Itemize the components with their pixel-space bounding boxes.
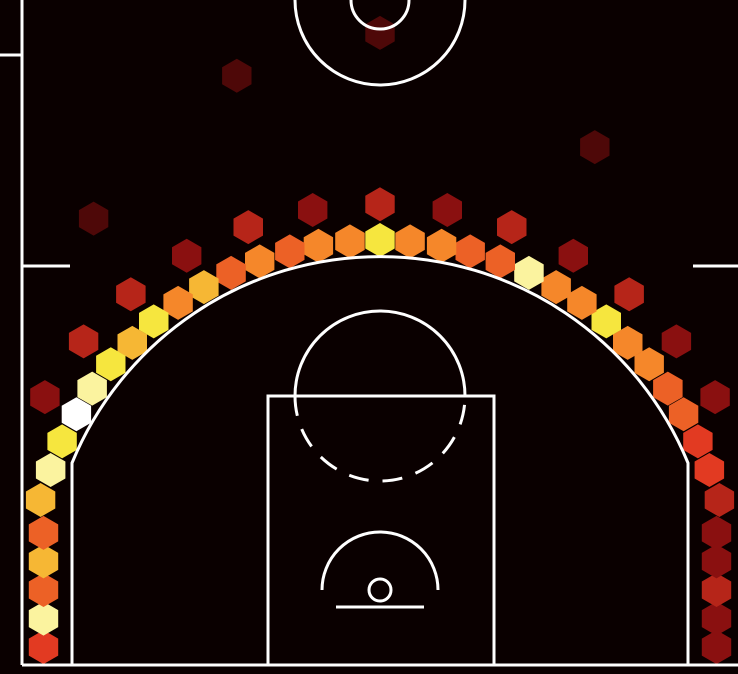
hex-bin <box>25 483 56 517</box>
hex-bin <box>567 285 597 320</box>
hex-bin <box>96 347 126 382</box>
hex-bin <box>485 244 515 279</box>
hex-bin <box>700 380 730 415</box>
hex-bin <box>653 371 683 406</box>
center-circle-inner <box>349 0 411 31</box>
hex-bin <box>701 601 732 636</box>
hex-bin <box>614 277 644 312</box>
free-throw-circle-dashed <box>293 395 467 483</box>
hex-bin <box>661 324 692 359</box>
hex-bin <box>365 15 395 50</box>
hex-bin <box>395 224 425 259</box>
hex-bin <box>634 347 664 382</box>
hexbin-layer <box>25 15 735 665</box>
free-throw-circle <box>293 309 467 397</box>
paint <box>266 394 496 667</box>
hex-bin <box>298 193 328 227</box>
three-point-line <box>70 255 690 665</box>
hex-bin <box>580 130 610 165</box>
hex-bin <box>47 424 77 459</box>
hex-bin <box>591 304 621 339</box>
hex-bin <box>35 453 66 487</box>
hex-bin <box>61 397 92 432</box>
hex-bin <box>30 380 60 415</box>
hex-bin <box>701 515 732 550</box>
hex-bin <box>28 515 59 550</box>
hex-bin <box>28 573 59 607</box>
hex-bin <box>558 238 588 273</box>
hex-bin <box>68 324 99 359</box>
hex-bin <box>139 304 169 339</box>
hex-bin <box>426 228 457 263</box>
hex-bin <box>222 58 252 93</box>
hex-bin <box>365 223 395 257</box>
hex-bin <box>497 210 527 245</box>
hex-bin <box>335 224 365 259</box>
hex-bin <box>455 234 485 269</box>
hex-bin <box>189 270 219 305</box>
hex-bin <box>172 238 202 273</box>
hex-bin <box>694 453 725 487</box>
hex-bin <box>28 630 59 665</box>
hex-bin <box>432 193 462 227</box>
hex-bin <box>233 210 263 245</box>
hex-bin <box>514 255 544 290</box>
hex-bin <box>613 325 643 360</box>
hex-bin <box>117 325 147 360</box>
hex-bin <box>245 244 275 279</box>
hex-bin <box>683 424 713 459</box>
hex-bin <box>275 234 305 269</box>
hex-bin <box>701 544 732 579</box>
hex-bin <box>163 285 193 320</box>
hex-bin <box>78 201 109 236</box>
hex-bin <box>701 573 732 607</box>
hex-bin <box>303 228 334 263</box>
center-circle <box>293 0 467 87</box>
hex-bin <box>704 483 735 517</box>
hex-bin <box>541 270 571 305</box>
hex-bin <box>28 601 59 636</box>
hex-bin <box>668 397 699 432</box>
hex-bin <box>77 371 107 406</box>
restricted-area <box>320 530 440 591</box>
hex-bin <box>116 277 146 312</box>
hoop <box>367 577 393 603</box>
hex-bin <box>701 630 732 665</box>
hex-bin <box>365 187 395 222</box>
hex-bin <box>28 544 59 579</box>
hex-bin <box>216 255 246 290</box>
